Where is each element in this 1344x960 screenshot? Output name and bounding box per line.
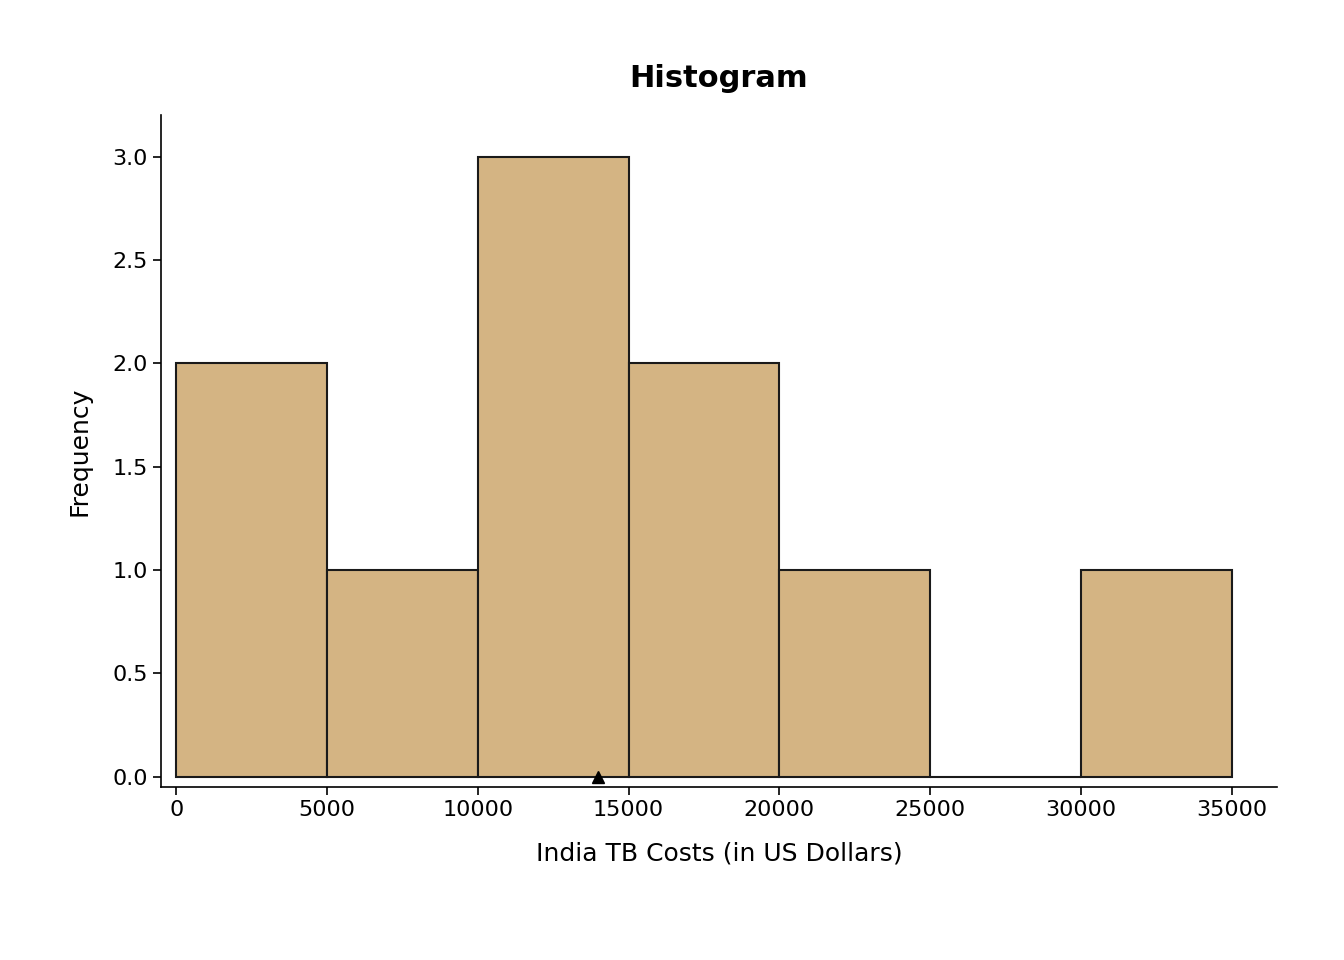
Bar: [327, 570, 478, 777]
Bar: [629, 363, 780, 777]
Bar: [1081, 570, 1231, 777]
X-axis label: India TB Costs (in US Dollars): India TB Costs (in US Dollars): [536, 841, 902, 865]
Y-axis label: Frequency: Frequency: [67, 387, 91, 516]
Bar: [780, 570, 930, 777]
Bar: [176, 363, 327, 777]
Title: Histogram: Histogram: [630, 64, 808, 93]
Bar: [478, 156, 629, 777]
